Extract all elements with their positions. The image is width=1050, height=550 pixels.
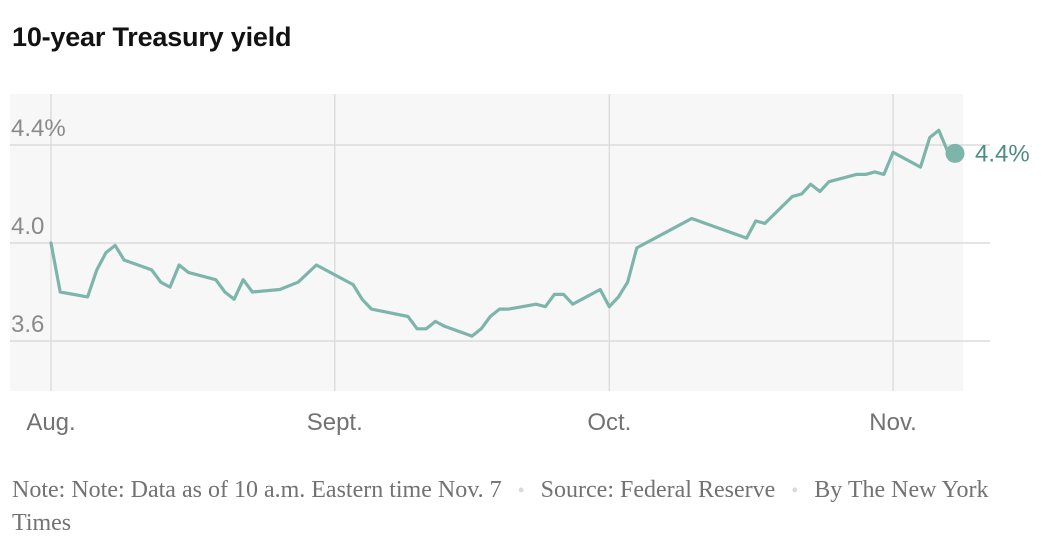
series-line xyxy=(49,128,950,338)
y-tick-label: 4.0 xyxy=(11,213,44,240)
end-point-marker xyxy=(945,143,965,163)
credit-text: By The New York Times xyxy=(12,477,989,536)
source-text: Federal Reserve xyxy=(619,477,776,503)
end-value-label: 4.4% xyxy=(975,140,1030,167)
chart-title: 10-year Treasury yield xyxy=(12,22,292,52)
y-axis-labels: 4.4% 4.0 3.6 xyxy=(11,115,66,338)
footer-separator: • xyxy=(517,480,525,502)
y-tick-label: 3.6 xyxy=(11,311,44,338)
x-tick-label: Aug. xyxy=(26,409,75,436)
footer-separator: • xyxy=(791,480,799,502)
x-tick-label: Sept. xyxy=(307,409,363,436)
chart-footer: Note: Note: Data as of 10 a.m. Eastern t… xyxy=(12,474,1032,539)
source-label: Source: xyxy=(540,477,614,503)
line-chart: 4.4% 4.0 3.6 Aug. Sept. Oct. Nov. 4.4% xyxy=(10,94,1030,436)
y-gridlines xyxy=(10,144,990,342)
x-axis-labels: Aug. Sept. Oct. Nov. xyxy=(26,409,917,436)
x-tick-label: Nov. xyxy=(869,409,917,436)
y-tick-label: 4.4% xyxy=(11,115,66,142)
x-tick-label: Oct. xyxy=(587,409,631,436)
note-label: Note: xyxy=(12,477,66,503)
note-text: Note: Data as of 10 a.m. Eastern time No… xyxy=(71,477,502,503)
